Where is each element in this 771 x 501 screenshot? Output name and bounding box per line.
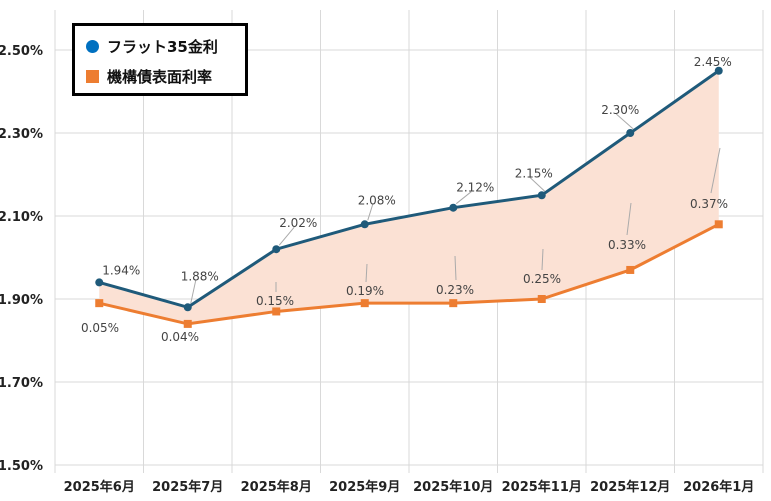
leader-line (190, 280, 197, 304)
data-point (272, 307, 281, 316)
spread-label: 0.05% (81, 321, 119, 335)
data-point (360, 299, 369, 308)
x-tick-label: 2026年1月 (683, 479, 754, 495)
leader-line (455, 191, 472, 205)
series-line-0 (98, 69, 720, 309)
y-tick-label: 1.90% (0, 293, 43, 308)
leader-line (365, 263, 368, 283)
data-point (449, 203, 458, 212)
data-point (95, 299, 104, 308)
leader-line (367, 204, 374, 221)
series-line-1 (98, 222, 720, 326)
y-tick-label: 1.70% (0, 376, 43, 391)
data-point (183, 319, 192, 328)
y-tick-label: 1.50% (0, 459, 43, 474)
y-tick-label: 2.10% (0, 210, 43, 225)
data-label: 1.94% (102, 263, 140, 277)
spread-label: 0.33% (608, 238, 646, 252)
x-tick-label: 2025年12月 (590, 479, 670, 495)
legend-circle-icon (86, 40, 99, 53)
data-point (537, 295, 546, 303)
data-label: 2.45% (694, 55, 732, 69)
leader-line (278, 226, 295, 246)
data-point (272, 245, 281, 254)
data-point (449, 299, 458, 308)
leader-line (454, 255, 457, 281)
x-tick-label: 2025年8月 (241, 479, 312, 495)
legend: フラット35金利 機構債表面利率 (72, 23, 248, 96)
data-point (626, 265, 635, 274)
data-label: 2.30% (601, 103, 639, 117)
spread-label: 0.23% (436, 283, 474, 297)
data-point (714, 220, 723, 229)
data-point (714, 66, 723, 75)
data-point (95, 278, 104, 287)
legend-item-flat35: フラット35金利 (86, 36, 218, 57)
data-point (626, 129, 635, 137)
spread-label: 0.25% (523, 272, 561, 286)
spread-area (99, 70, 719, 324)
x-tick-label: 2025年9月 (329, 479, 400, 495)
legend-label: 機構債表面利率 (107, 68, 213, 86)
x-tick-label: 2025年6月 (64, 479, 135, 495)
y-tick-label: 2.50% (0, 44, 43, 59)
leader-line (710, 147, 721, 194)
legend-item-bond-rate: 機構債表面利率 (86, 66, 212, 87)
data-label: 2.15% (515, 166, 553, 180)
data-point (537, 191, 546, 200)
data-point (360, 220, 369, 229)
x-tick-label: 2025年7月 (152, 479, 223, 495)
leader-line (626, 202, 632, 236)
legend-square-icon (86, 70, 99, 83)
data-label: 2.08% (358, 193, 396, 207)
spread-label: 0.37% (690, 197, 728, 211)
data-label: 2.12% (456, 181, 494, 195)
x-tick-label: 2025年10月 (413, 479, 493, 495)
data-point (183, 303, 192, 312)
legend-label: フラット35金利 (107, 38, 218, 56)
spread-label: 0.15% (256, 294, 294, 308)
data-label: 1.88% (181, 269, 219, 283)
x-tick-label: 2025年11月 (502, 479, 582, 495)
spread-label: 0.19% (346, 284, 384, 298)
spread-label: 0.04% (161, 330, 199, 344)
data-label: 2.02% (279, 216, 317, 230)
y-tick-label: 2.30% (0, 127, 43, 142)
leader-line (529, 176, 546, 192)
leader-line (615, 113, 634, 130)
leader-line (541, 248, 544, 271)
